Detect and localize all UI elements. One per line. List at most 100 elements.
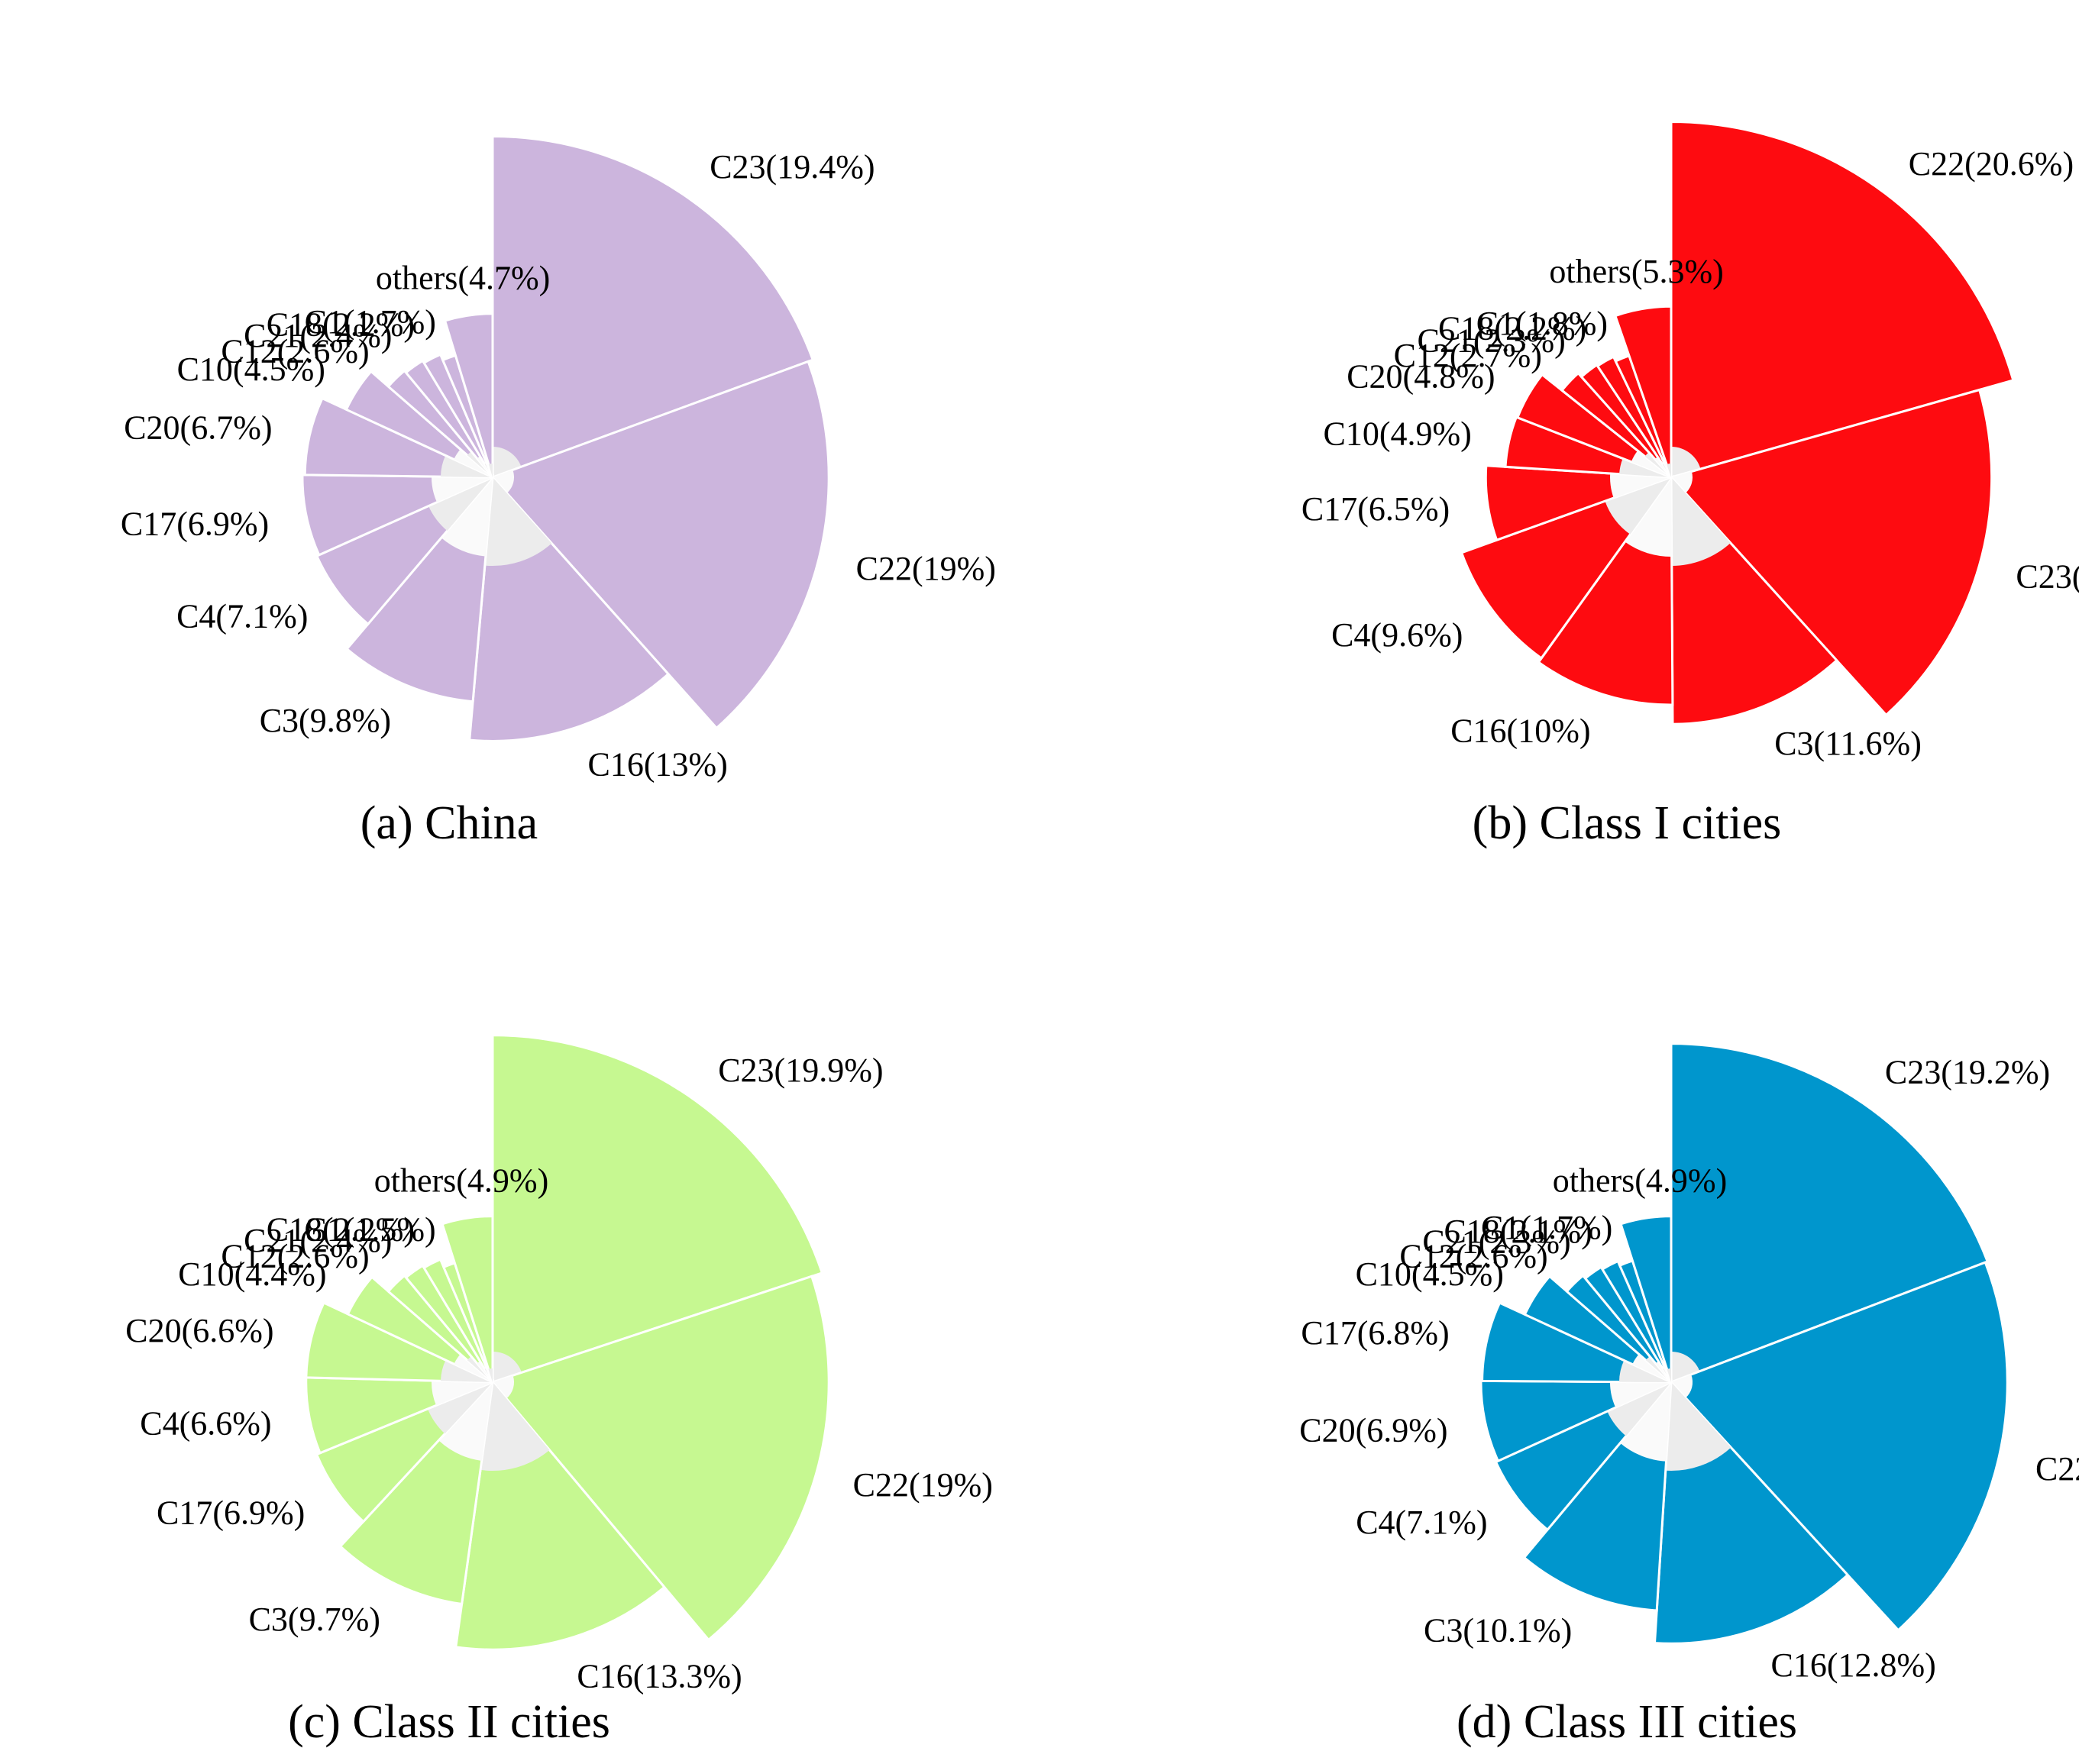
slice-label-c-c1: C1(1.5%)	[304, 1211, 435, 1249]
slice-label-b-c10: C10(4.9%)	[1323, 415, 1471, 453]
inner-slice-c-others	[488, 1368, 493, 1382]
slice-label-b-others: others(5.3%)	[1549, 253, 1724, 290]
slice-label-a-c18: C18(2.2%)	[267, 306, 415, 344]
slice-b-c23	[1669, 388, 1993, 717]
inner-slice-c-c17	[427, 1382, 493, 1434]
inner-slice-a-c4	[428, 477, 493, 531]
slice-label-c-c3: C3(9.7%)	[249, 1601, 380, 1638]
slice-label-c-c17: C17(6.9%)	[157, 1494, 305, 1531]
slice-b-others	[1613, 305, 1673, 478]
slice-label-d-c1: C1(1.7%)	[1481, 1209, 1612, 1246]
slice-label-a-c20: C20(6.7%)	[124, 409, 272, 447]
slice-label-a-c3: C3(9.8%)	[260, 702, 391, 739]
rose-chart-a: C23(19.4%) C22(19%) C16(13%) C3(9.8%) C4(7.1…	[121, 134, 996, 783]
slice-label-a-others: others(4.7%)	[376, 260, 551, 297]
slice-label-a-c17: C17(6.9%)	[121, 506, 269, 543]
slice-label-b-c12: C12(2.7%)	[1394, 337, 1542, 374]
slice-label-d-c12: C12(2.6%)	[1399, 1238, 1547, 1275]
slice-label-c-c16: C16(13.3%)	[577, 1658, 742, 1695]
panel-caption-b: (b) Class I cities	[1473, 797, 1782, 849]
slice-label-c-c23: C23(19.9%)	[718, 1052, 883, 1089]
slice-label-a-c10: C10(4.5%)	[177, 351, 325, 388]
inner-slice-b-c17	[1610, 473, 1671, 499]
slice-label-d-c16: C16(12.8%)	[1771, 1646, 1936, 1684]
inner-slice-a-others	[488, 464, 493, 477]
inner-slice-a-c3	[441, 477, 493, 557]
slice-c-c23	[491, 1034, 824, 1384]
slice-label-a-c1: C1(1.7%)	[305, 303, 436, 341]
slice-label-a-c16: C16(13%)	[588, 745, 728, 783]
rose-chart-b: C22(20.6%) C23(17.7%) C3(11.6%) C16(10%) C4(…	[1301, 120, 2079, 762]
slice-label-c-c4: C4(6.6%)	[140, 1404, 271, 1442]
inner-slice-d-c23	[1671, 1352, 1700, 1382]
slice-a-c22	[490, 360, 830, 730]
inner-slice-c-c3	[438, 1382, 493, 1461]
slice-label-b-c17: C17(6.5%)	[1301, 490, 1450, 528]
inner-slice-a-c17	[431, 477, 493, 502]
slice-d-c23	[1670, 1042, 1990, 1384]
inner-slice-c-c4	[431, 1381, 493, 1406]
inner-slice-b-c3	[1671, 477, 1731, 566]
inner-slice-d-c20	[1609, 1381, 1671, 1408]
slice-label-d-c4: C4(7.1%)	[1356, 1504, 1487, 1541]
slice-label-d-c22: C22(19%)	[2035, 1450, 2079, 1488]
slice-label-c-c12: C12(2.6%)	[221, 1238, 369, 1275]
slice-label-b-c4: C4(9.6%)	[1331, 616, 1463, 654]
panel-c: C23(19.9%) C22(19%) C16(13.3%) C3(9.7%) C17(…	[125, 1034, 993, 1748]
inner-slice-d-c16	[1665, 1382, 1731, 1472]
slice-label-b-c23: C23(17.7%)	[2016, 558, 2079, 596]
slice-label-d-c21: C21(2.3%)	[1422, 1223, 1570, 1261]
slice-label-c-others: others(4.9%)	[374, 1162, 549, 1200]
slice-label-c-c10: C10(4.4%)	[178, 1255, 326, 1293]
slice-label-d-c10: C10(4.5%)	[1356, 1255, 1504, 1293]
slice-label-b-c20: C20(4.8%)	[1347, 358, 1495, 396]
slice-label-b-c1: C1(1.8%)	[1476, 305, 1608, 342]
slice-d-others	[1619, 1215, 1673, 1383]
panel-b: C22(20.6%) C23(17.7%) C3(11.6%) C16(10%) C4(…	[1301, 120, 2079, 849]
rose-chart-d: C23(19.2%) C22(19%) C16(12.8%) C3(10.1%) C4(…	[1299, 1042, 2079, 1684]
inner-slice-c-c16	[480, 1382, 550, 1472]
slice-c-others	[441, 1215, 494, 1383]
inner-slice-c-c22	[493, 1375, 515, 1399]
slice-label-d-c20: C20(6.9%)	[1299, 1412, 1447, 1449]
inner-slice-b-c16	[1625, 477, 1672, 557]
slice-label-c-c20: C20(6.6%)	[125, 1312, 273, 1349]
slice-label-a-c12: C12(2.6%)	[221, 333, 369, 370]
slice-label-b-c21: C21(2.3%)	[1417, 322, 1565, 360]
inner-slice-a-c23	[493, 447, 522, 477]
slice-b-c22	[1670, 120, 2015, 479]
inner-slice-a-c16	[484, 477, 552, 567]
slice-label-d-c3: C3(10.1%)	[1424, 1612, 1572, 1649]
slice-d-c22	[1669, 1261, 2009, 1632]
slice-label-a-c23: C23(19.4%)	[710, 148, 875, 186]
slice-label-c-c22: C22(19%)	[853, 1466, 993, 1504]
inner-slice-b-c4	[1605, 477, 1671, 535]
slice-label-d-c17: C17(6.8%)	[1301, 1314, 1449, 1352]
rose-chart-c: C23(19.9%) C22(19%) C16(13.3%) C3(9.7%) C17(…	[125, 1034, 993, 1695]
panel-caption-d: (d) Class III cities	[1457, 1696, 1797, 1748]
slice-label-a-c22: C22(19%)	[856, 550, 996, 587]
slice-a-others	[443, 312, 494, 478]
slice-label-c-c21: C21(2.4%)	[244, 1222, 392, 1259]
inner-slice-d-others	[1667, 1368, 1671, 1382]
panel-d: C23(19.2%) C22(19%) C16(12.8%) C3(10.1%) C4(…	[1299, 1042, 2079, 1748]
inner-slice-a-c22	[493, 470, 515, 493]
inner-slice-d-c22	[1671, 1375, 1693, 1398]
slice-label-d-c18: C18(2.1%)	[1444, 1213, 1592, 1250]
panel-a: C23(19.4%) C22(19%) C16(13%) C3(9.8%) C4(7.1…	[121, 134, 996, 849]
inner-slice-b-c23	[1671, 471, 1693, 493]
slice-label-a-c4: C4(7.1%)	[176, 597, 308, 635]
inner-slice-b-others	[1667, 464, 1671, 477]
slice-label-b-c3: C3(11.6%)	[1774, 725, 1922, 762]
inner-slice-b-c22	[1671, 447, 1701, 477]
slice-label-b-c16: C16(10%)	[1450, 712, 1590, 750]
slice-label-a-c21: C21(2.4%)	[244, 317, 392, 354]
slice-label-d-others: others(4.9%)	[1553, 1162, 1728, 1200]
panel-caption-a: (a) China	[361, 797, 538, 849]
inner-slice-d-c3	[1620, 1382, 1671, 1462]
slice-label-c-c18: C18(2.2%)	[267, 1211, 415, 1249]
slice-label-b-c18: C18(2.2%)	[1438, 309, 1586, 347]
panel-caption-c: (c) Class II cities	[288, 1696, 610, 1748]
slice-label-d-c23: C23(19.2%)	[1885, 1054, 2050, 1091]
